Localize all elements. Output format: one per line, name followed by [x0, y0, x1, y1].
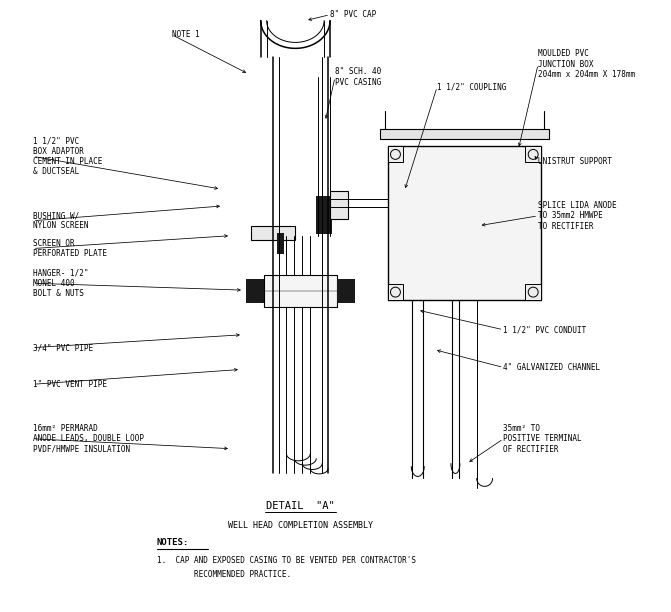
Bar	[388, 146, 403, 162]
Text: WELL HEAD COMPLETION ASSEMBLY: WELL HEAD COMPLETION ASSEMBLY	[228, 521, 373, 530]
Bar	[276, 233, 285, 255]
Text: 1" PVC VENT PIPE: 1" PVC VENT PIPE	[33, 380, 107, 389]
Bar	[264, 275, 337, 307]
Bar	[316, 196, 332, 234]
Bar	[525, 146, 541, 162]
Text: 4" GALVANIZED CHANNEL: 4" GALVANIZED CHANNEL	[503, 363, 601, 372]
Bar	[246, 279, 264, 303]
Text: 1.  CAP AND EXPOSED CASING TO BE VENTED PER CONTRACTOR'S: 1. CAP AND EXPOSED CASING TO BE VENTED P…	[156, 556, 415, 565]
Text: 3/4" PVC PIPE: 3/4" PVC PIPE	[33, 343, 93, 352]
Text: RECOMMENDED PRACTICE.: RECOMMENDED PRACTICE.	[156, 570, 291, 578]
Text: UNISTRUT SUPPORT: UNISTRUT SUPPORT	[538, 157, 612, 166]
Text: HANGER- 1/2"
MONEL 400
BOLT & NUTS: HANGER- 1/2" MONEL 400 BOLT & NUTS	[33, 268, 89, 298]
Text: 1 1/2" PVC CONDUIT: 1 1/2" PVC CONDUIT	[503, 326, 586, 334]
Text: 35mm² TO
POSITIVE TERMINAL
OF RECTIFIER: 35mm² TO POSITIVE TERMINAL OF RECTIFIER	[503, 424, 582, 453]
Bar	[337, 279, 355, 303]
Bar	[388, 284, 403, 300]
Text: SPLICE LIDA ANODE
TO 35mm2 HMWPE
TO RECTIFIER: SPLICE LIDA ANODE TO 35mm2 HMWPE TO RECT…	[538, 201, 617, 231]
Text: MOULDED PVC
JUNCTION BOX
204mm x 204mm X 178mm: MOULDED PVC JUNCTION BOX 204mm x 204mm X…	[538, 50, 635, 79]
Bar	[330, 191, 348, 219]
Bar	[251, 226, 295, 240]
Bar	[388, 146, 541, 300]
Text: BUSHING W/
NYLON SCREEN: BUSHING W/ NYLON SCREEN	[33, 211, 89, 231]
Text: DETAIL  "A": DETAIL "A"	[266, 501, 335, 511]
Text: NOTE 1: NOTE 1	[172, 30, 199, 39]
Text: 16mm² PERMARAD
ANODE LEADS, DOUBLE LOOP
PVDF/HMWPE INSULATION: 16mm² PERMARAD ANODE LEADS, DOUBLE LOOP …	[33, 424, 144, 453]
Bar	[380, 129, 549, 138]
Text: 1 1/2" COUPLING: 1 1/2" COUPLING	[437, 83, 507, 92]
Text: NOTES:: NOTES:	[156, 538, 189, 547]
Text: 8" SCH. 40
PVC CASING: 8" SCH. 40 PVC CASING	[335, 67, 381, 87]
Text: 8" PVC CAP: 8" PVC CAP	[330, 10, 376, 19]
Bar	[525, 284, 541, 300]
Text: SCREEN OR
PERFORATED PLATE: SCREEN OR PERFORATED PLATE	[33, 239, 107, 258]
Text: 1 1/2" PVC
BOX ADAPTOR
CEMENT IN PLACE
& DUCTSEAL: 1 1/2" PVC BOX ADAPTOR CEMENT IN PLACE &…	[33, 136, 102, 176]
